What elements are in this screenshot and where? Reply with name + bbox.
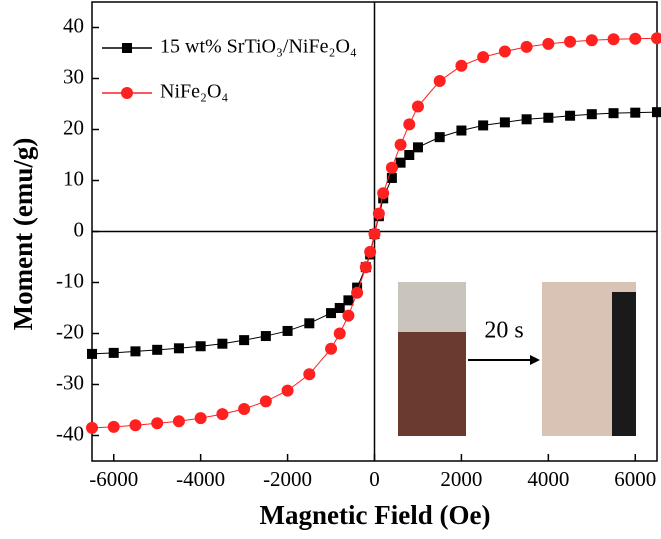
marker — [260, 331, 271, 342]
marker — [499, 117, 510, 128]
marker — [87, 348, 97, 359]
marker — [651, 32, 661, 45]
marker — [304, 318, 315, 329]
marker — [542, 37, 555, 50]
marker — [434, 132, 445, 143]
marker — [630, 107, 641, 118]
marker — [173, 343, 184, 354]
x-tick-label: 2000 — [440, 467, 482, 491]
y-tick-label: -20 — [56, 319, 84, 343]
inset-magnet — [612, 292, 636, 436]
y-tick-label: 40 — [63, 13, 84, 37]
marker — [108, 347, 119, 358]
marker — [608, 108, 619, 119]
marker — [303, 368, 316, 381]
marker — [86, 421, 98, 434]
x-tick-label: 0 — [369, 467, 380, 491]
marker — [394, 138, 407, 151]
marker — [607, 33, 620, 46]
marker — [239, 335, 250, 346]
legend-label: 15 wt% SrTiO₃/NiFe₂O₄ — [160, 36, 357, 58]
marker — [543, 112, 554, 123]
marker — [325, 342, 338, 355]
marker — [412, 142, 423, 153]
marker — [151, 417, 164, 430]
marker — [334, 303, 345, 313]
x-tick-label: -4000 — [176, 467, 225, 491]
marker — [195, 341, 206, 352]
x-tick-label: 4000 — [527, 467, 569, 491]
marker — [456, 125, 467, 136]
marker — [172, 415, 185, 428]
x-tick-label: -2000 — [263, 467, 312, 491]
inset-arrow-head — [530, 355, 540, 365]
annotation: 20 s — [484, 318, 523, 344]
marker — [403, 118, 416, 131]
marker — [411, 100, 424, 113]
marker — [259, 395, 272, 408]
marker — [364, 245, 377, 258]
marker — [395, 157, 406, 168]
marker — [520, 40, 533, 53]
marker — [238, 402, 251, 415]
marker — [433, 75, 446, 88]
marker — [585, 34, 598, 47]
marker — [121, 87, 133, 99]
marker — [586, 109, 597, 120]
marker — [386, 172, 397, 183]
marker — [281, 384, 294, 397]
marker — [498, 45, 511, 58]
y-axis-label: Moment (emu/g) — [8, 138, 38, 331]
marker — [216, 408, 229, 421]
marker — [194, 412, 207, 425]
marker — [404, 150, 415, 160]
y-tick-label: 10 — [63, 166, 84, 190]
marker — [282, 325, 293, 336]
marker — [377, 187, 390, 200]
x-tick-label: 6000 — [614, 467, 656, 491]
marker — [129, 419, 142, 432]
marker — [333, 327, 346, 340]
marker — [385, 161, 398, 174]
x-axis-label: Magnetic Field (Oe) — [260, 500, 491, 530]
y-tick-label: -10 — [56, 268, 84, 292]
x-tick-label: -6000 — [89, 467, 138, 491]
marker — [342, 309, 355, 322]
inset-photo-top — [398, 282, 466, 332]
marker — [326, 308, 337, 319]
marker — [359, 261, 372, 274]
y-tick-label: -30 — [56, 370, 84, 394]
y-tick-label: 0 — [74, 217, 85, 241]
marker — [477, 51, 490, 64]
marker — [368, 228, 381, 241]
marker — [217, 338, 228, 349]
marker — [130, 346, 141, 357]
marker — [372, 207, 385, 220]
marker — [343, 295, 354, 306]
marker — [478, 120, 489, 131]
marker — [152, 344, 163, 355]
marker — [107, 420, 120, 433]
marker — [629, 32, 642, 45]
marker — [564, 35, 577, 48]
marker — [652, 107, 661, 118]
legend-label: NiFe₂O₄ — [160, 81, 228, 103]
marker — [565, 110, 576, 121]
y-tick-label: 30 — [63, 64, 84, 88]
marker — [122, 43, 132, 53]
marker — [455, 59, 468, 72]
y-tick-label: -40 — [56, 421, 84, 445]
marker — [521, 114, 532, 125]
y-tick-label: 20 — [63, 115, 84, 139]
marker — [351, 286, 364, 299]
